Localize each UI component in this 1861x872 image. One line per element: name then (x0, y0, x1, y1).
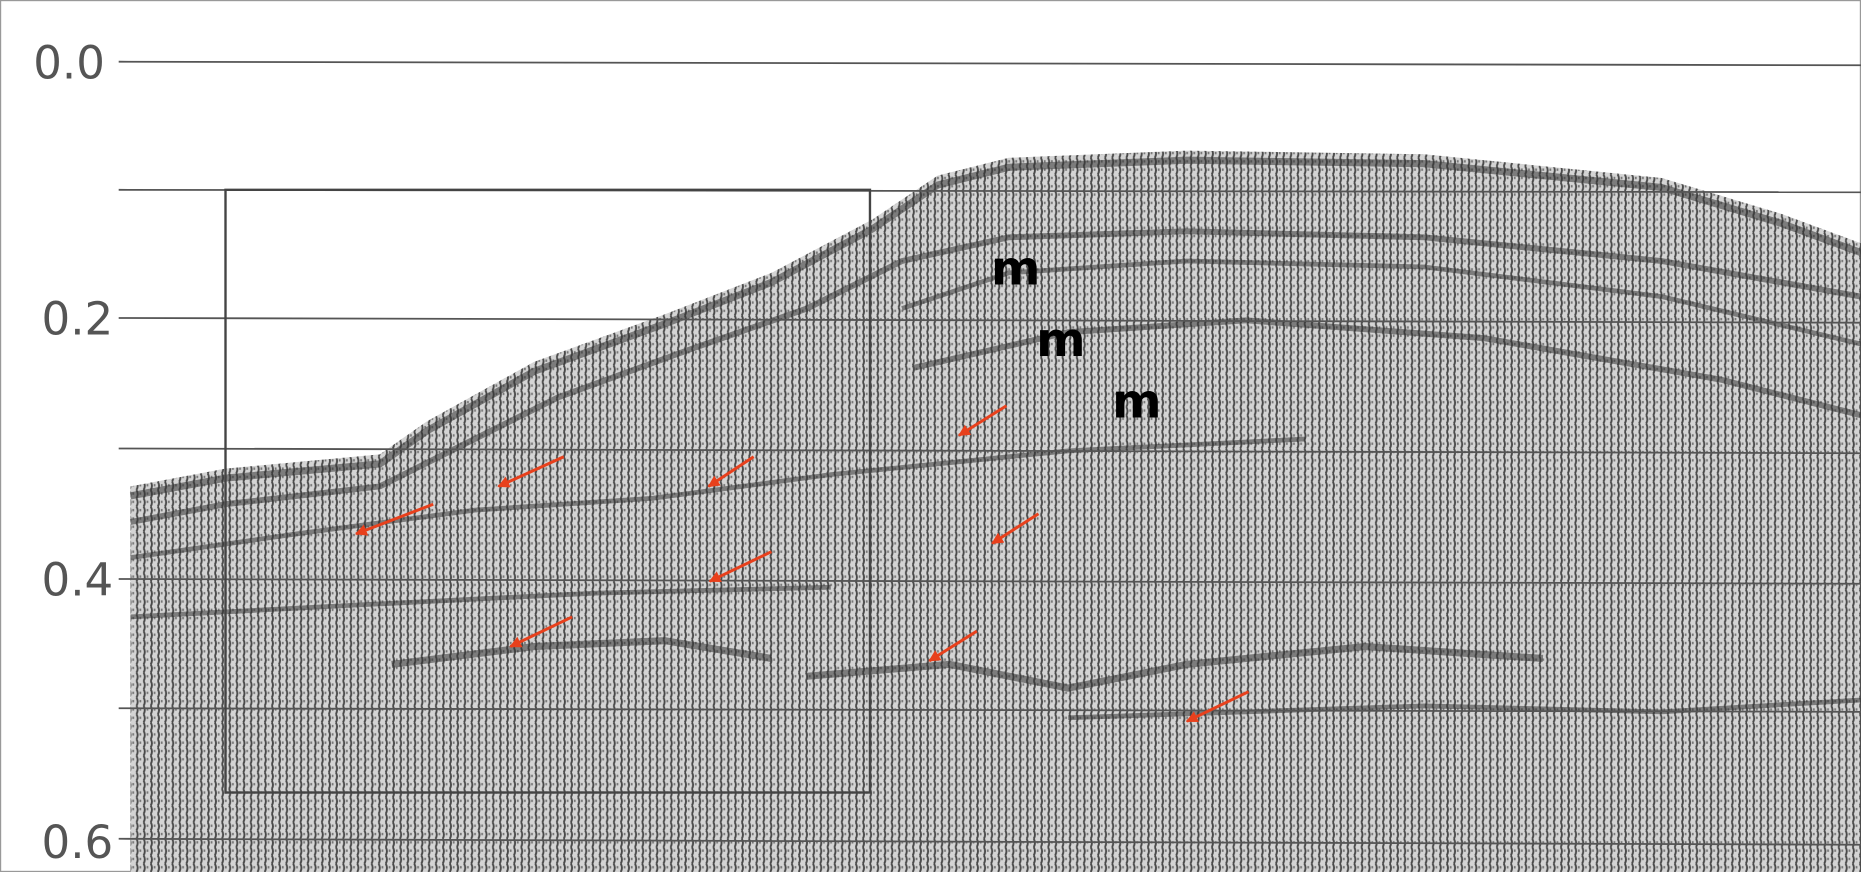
y-tick-label: 0.0 (33, 36, 105, 89)
annotation: m (1036, 313, 1085, 368)
y-tick-label: 0.2 (42, 293, 114, 346)
annotation: m (991, 242, 1040, 297)
y-tick-label: 0.6 (42, 816, 114, 869)
y-tick-label: 0.4 (42, 554, 114, 607)
annotation: m (1112, 375, 1161, 430)
page: 0.0 0.2 0.4 0.6 m m m (() => { const dat… (0, 0, 1861, 872)
seismic-figure: 0.0 0.2 0.4 0.6 m m m (0, 0, 1861, 872)
